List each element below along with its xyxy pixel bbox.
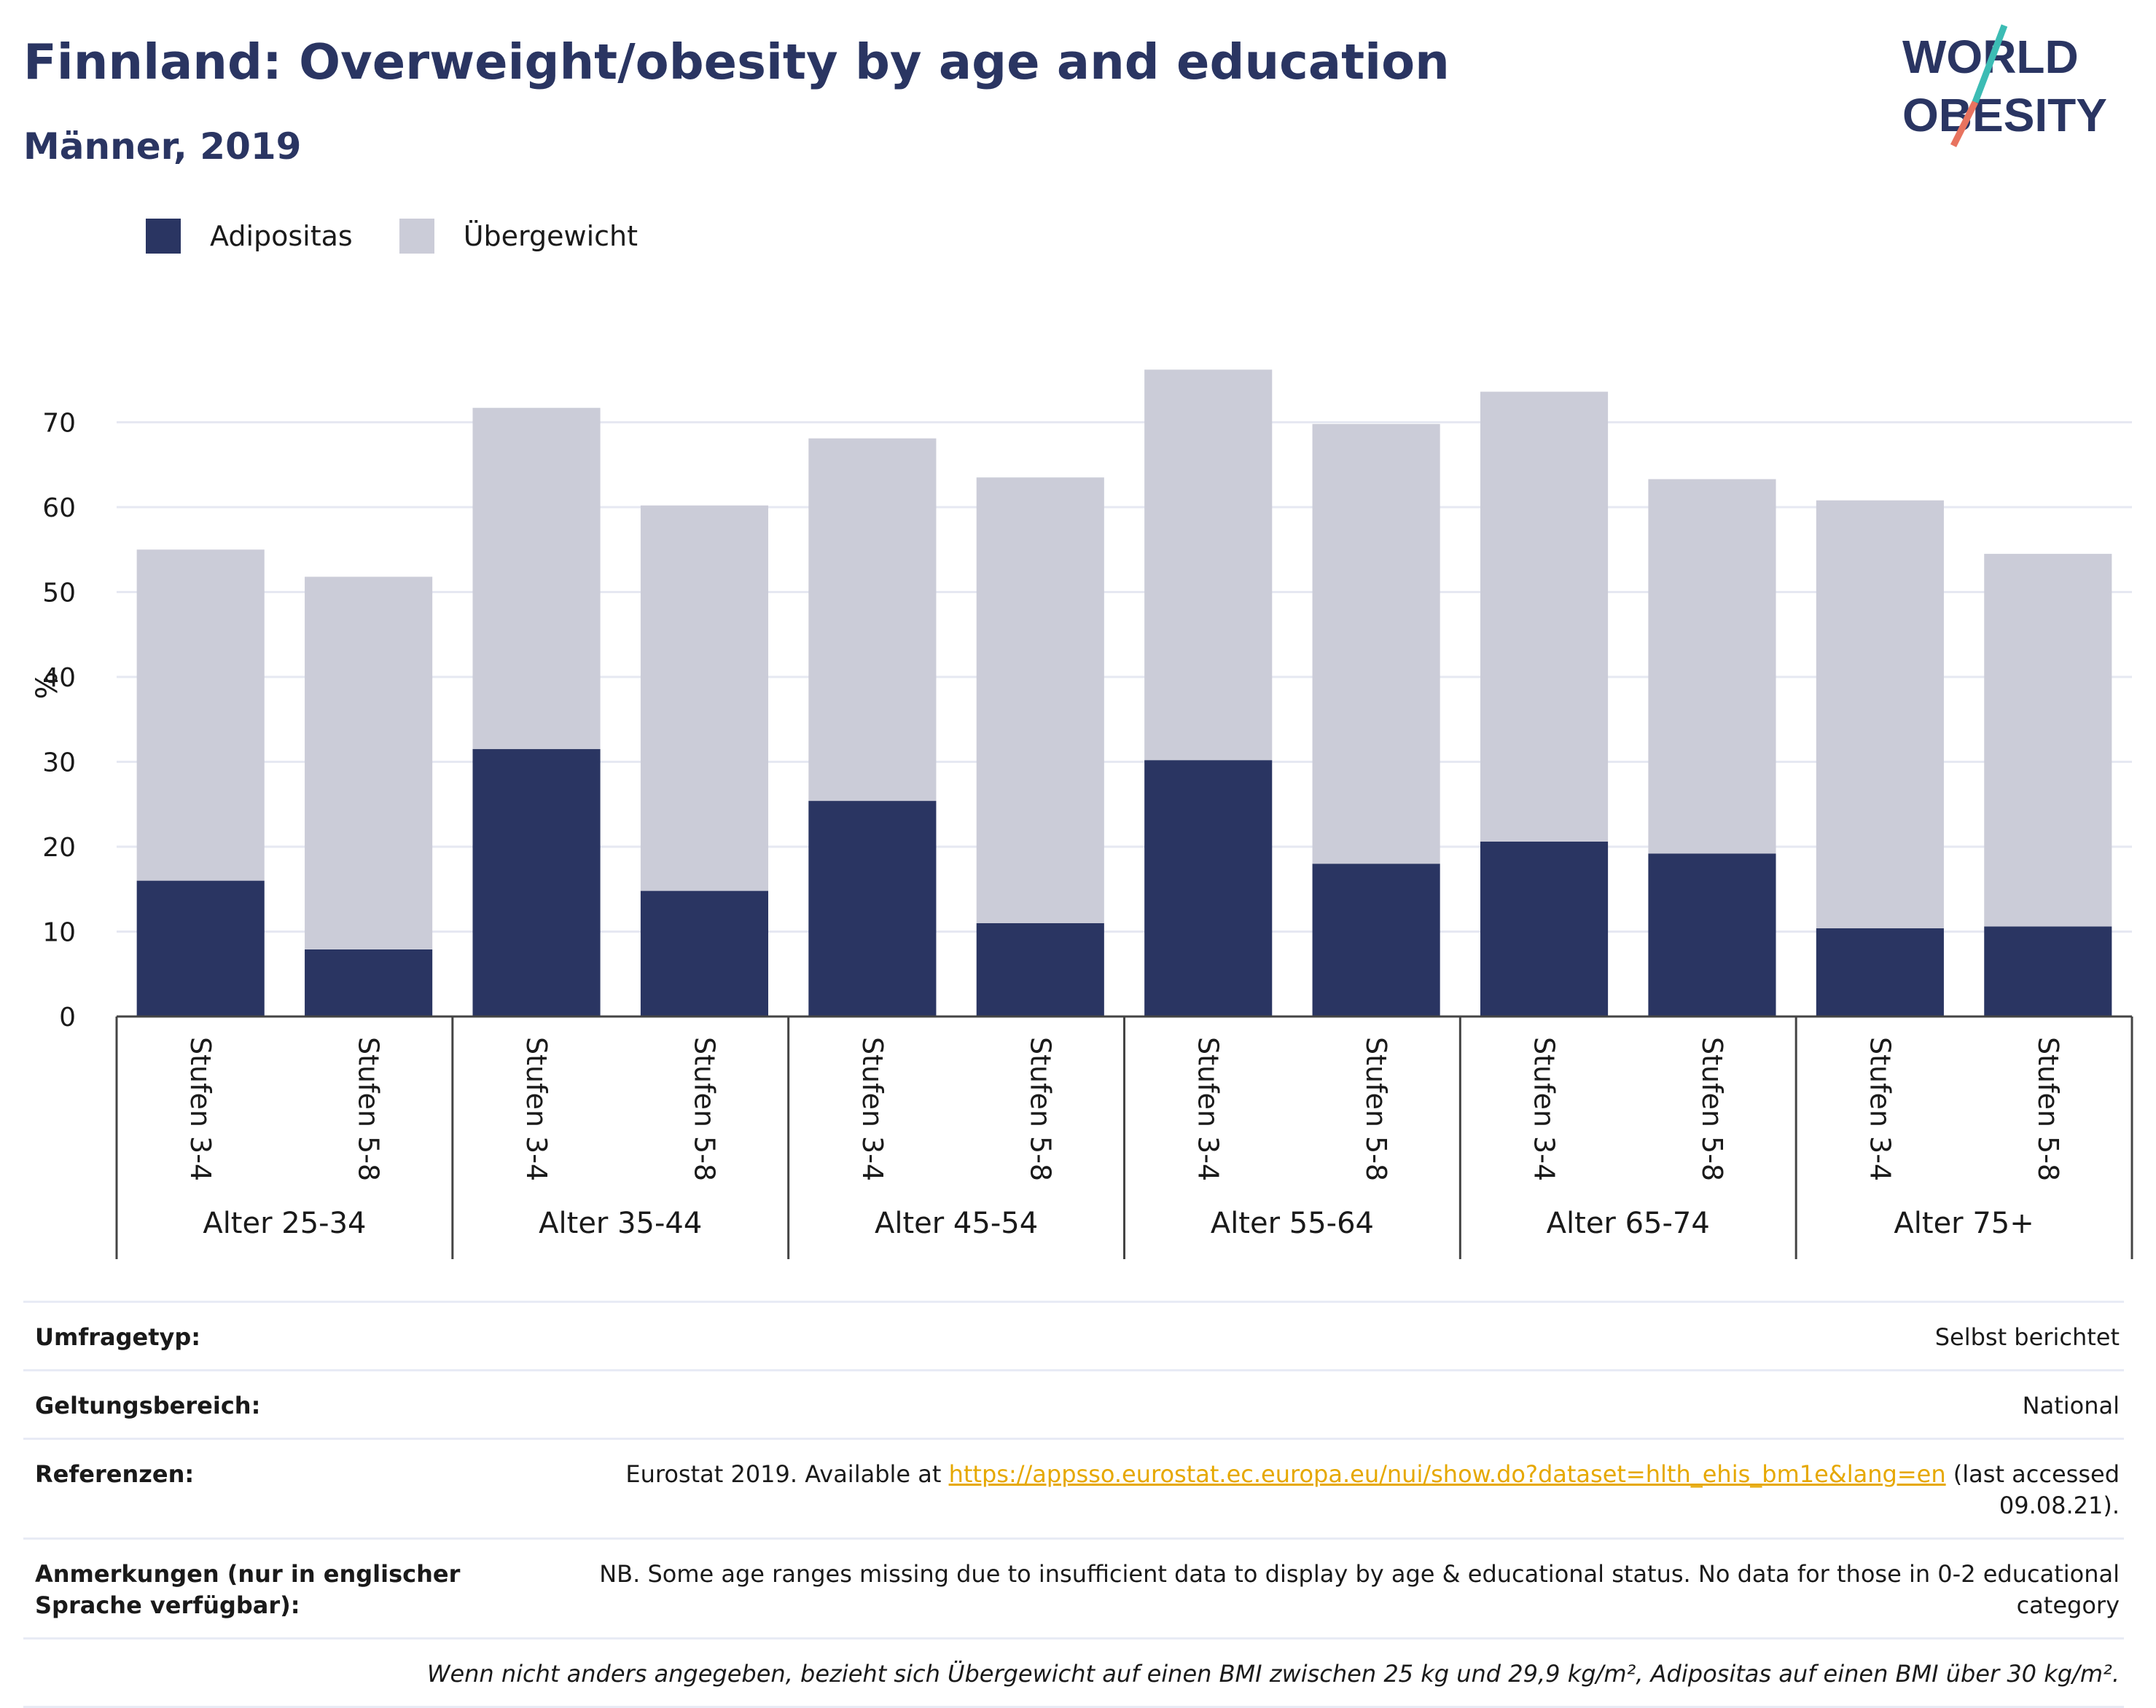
meta-key-coverage: Geltungsbereich:: [35, 1392, 261, 1419]
meta-value-notes: NB. Some age ranges missing due to insuf…: [599, 1560, 2120, 1619]
x-tick-label: Stufen 5-8: [1360, 1037, 1392, 1181]
bar-uebergewicht: [1312, 423, 1440, 864]
x-tick-label: Stufen 3-4: [1528, 1037, 1561, 1181]
meta-row-notes: Anmerkungen (nur in englischer Sprache v…: [23, 1537, 2124, 1637]
meta-footnote: Wenn nicht anders angegeben, bezieht sic…: [23, 1637, 2124, 1708]
bar-adipositas: [1144, 760, 1273, 1016]
y-tick-label: 0: [59, 1003, 76, 1033]
meta-row-references: Referenzen: Eurostat 2019. Available at …: [23, 1438, 2124, 1537]
bar-uebergewicht: [136, 549, 265, 881]
meta-row-coverage: Geltungsbereich: National: [23, 1369, 2124, 1438]
meta-key-notes: Anmerkungen (nur in englischer Sprache v…: [35, 1560, 461, 1619]
bar-uebergewicht: [1480, 391, 1609, 842]
chart-title: Finnland: Overweight/obesity by age and …: [23, 34, 1450, 90]
bar-uebergewicht: [640, 505, 769, 891]
y-tick-label: 50: [42, 579, 76, 608]
bar-adipositas: [1984, 926, 2112, 1016]
y-tick-label: 60: [42, 493, 76, 523]
legend-label-uebergewicht: Übergewicht: [463, 220, 638, 252]
metadata-table: Umfragetyp: Selbst berichtet Geltungsber…: [23, 1301, 2124, 1708]
bar-adipositas: [136, 880, 265, 1016]
x-tick-label: Stufen 5-8: [1024, 1037, 1056, 1181]
bar-adipositas: [472, 749, 601, 1016]
meta-value-survey-type: Selbst berichtet: [1934, 1323, 2120, 1351]
bar-uebergewicht: [1816, 500, 1944, 928]
y-tick-label: 10: [42, 918, 76, 948]
bar-adipositas: [305, 949, 433, 1016]
bar-adipositas: [976, 922, 1104, 1016]
x-group-label: Alter 75+: [1894, 1207, 2034, 1240]
x-tick-label: Stufen 3-4: [520, 1037, 552, 1181]
legend-swatch-uebergewicht: [399, 219, 434, 254]
meta-key-survey-type: Umfragetyp:: [35, 1323, 201, 1351]
bar-uebergewicht: [1648, 479, 1776, 854]
chart-legend: Adipositas Übergewicht: [146, 216, 638, 256]
chart-subtitle: Männer, 2019: [23, 125, 302, 168]
bar-uebergewicht: [1984, 554, 2112, 927]
meta-key-references: Referenzen:: [35, 1460, 195, 1488]
meta-value-coverage: National: [2022, 1392, 2120, 1419]
legend-item-uebergewicht: Übergewicht: [399, 219, 638, 254]
bar-adipositas: [1648, 853, 1776, 1016]
stacked-bar-chart: 0 10 20 30 40 50 60 70% Stufen 3-4 Stufen 5-8 Stuf…: [31, 369, 2133, 1259]
x-tick-label: Stufen 5-8: [1696, 1037, 1728, 1181]
x-tick-label: Stufen 5-8: [2032, 1037, 2064, 1181]
bar-adipositas: [1816, 928, 1944, 1016]
x-tick-label: Stufen 3-4: [1864, 1037, 1896, 1181]
svg-text:OBESITY: OBESITY: [1902, 89, 2107, 141]
bar-uebergewicht: [808, 438, 937, 802]
bar-uebergewicht: [976, 477, 1104, 923]
world-obesity-logo: WORLD OBESITY: [1902, 24, 2107, 148]
bar-adipositas: [1480, 842, 1609, 1016]
x-group-label: Alter 25-34: [203, 1207, 366, 1240]
x-tick-label: Stufen 5-8: [353, 1037, 385, 1181]
y-tick-label: 30: [42, 748, 76, 778]
bar-adipositas: [640, 890, 769, 1016]
bar-adipositas: [1312, 863, 1440, 1016]
x-tick-label: Stufen 3-4: [856, 1037, 888, 1181]
legend-label-adipositas: Adipositas: [210, 220, 353, 252]
x-group-label: Alter 45-54: [875, 1207, 1038, 1240]
legend-swatch-adipositas: [146, 219, 181, 254]
bar-adipositas: [808, 801, 937, 1016]
x-tick-label: Stufen 5-8: [688, 1037, 720, 1181]
x-tick-label: Stufen 3-4: [1192, 1037, 1225, 1181]
reference-suffix: (last accessed 09.08.21).: [1953, 1460, 2120, 1519]
meta-row-survey-type: Umfragetyp: Selbst berichtet: [23, 1301, 2124, 1369]
x-group-label: Alter 65-74: [1547, 1207, 1710, 1240]
bar-uebergewicht: [472, 407, 601, 750]
y-tick-label: 40: [42, 663, 76, 693]
x-group-label: Alter 35-44: [539, 1207, 702, 1240]
y-axis-label: %: [31, 672, 64, 700]
bar-uebergewicht: [1144, 369, 1273, 761]
meta-value-references: Eurostat 2019. Available at https://apps…: [560, 1459, 2124, 1521]
x-group-label: Alter 55-64: [1211, 1207, 1374, 1240]
legend-item-adipositas: Adipositas: [146, 219, 353, 254]
reference-link[interactable]: https://appsso.eurostat.ec.europa.eu/nui…: [948, 1460, 1946, 1488]
reference-prefix: Eurostat 2019. Available at: [625, 1460, 942, 1488]
bar-uebergewicht: [305, 576, 433, 949]
y-tick-label: 20: [42, 833, 76, 863]
x-tick-label: Stufen 3-4: [184, 1037, 216, 1181]
y-tick-label: 70: [42, 409, 76, 439]
